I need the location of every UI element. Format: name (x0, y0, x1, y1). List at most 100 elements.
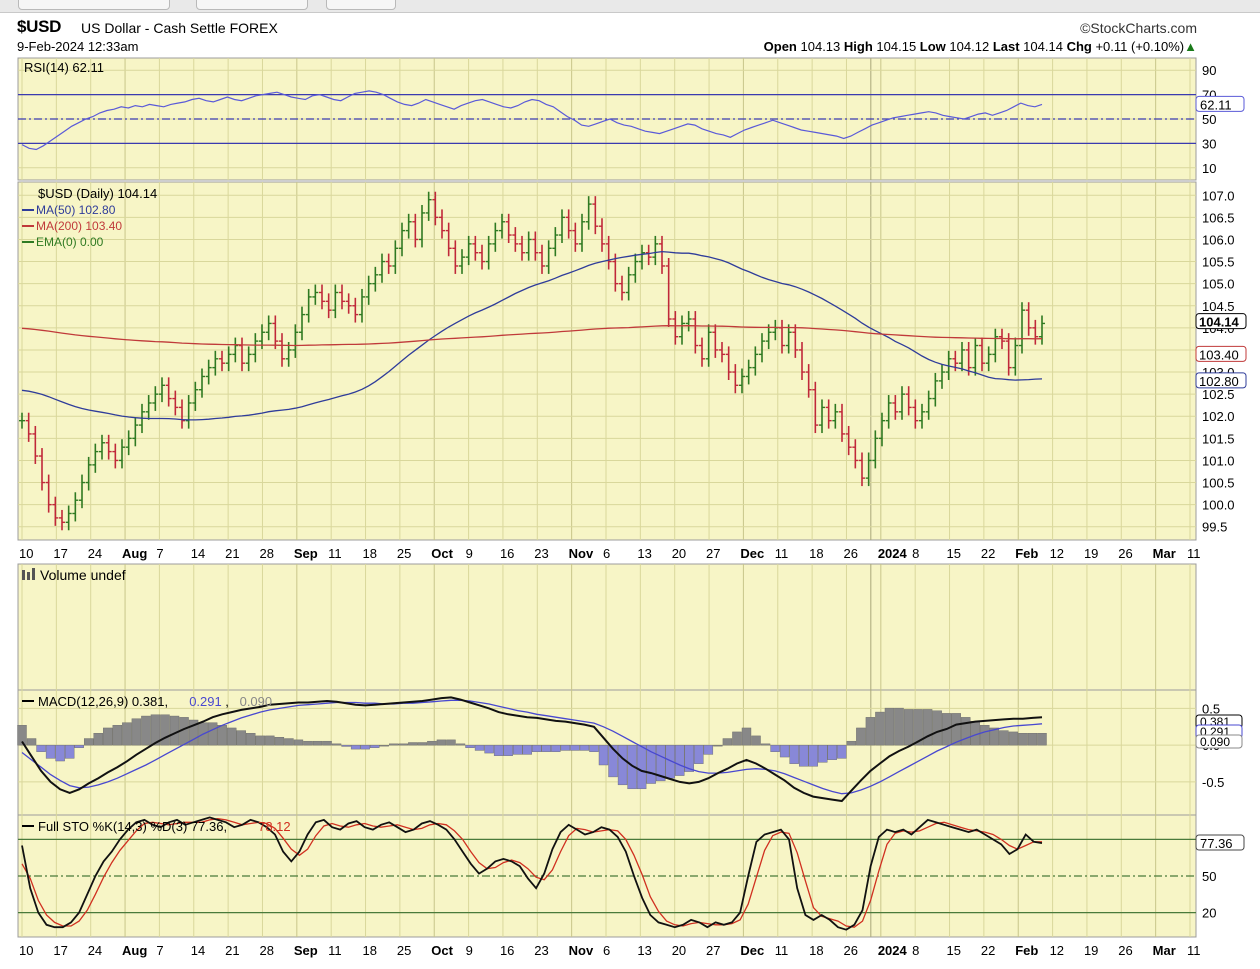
macd-histogram-bar (436, 739, 447, 746)
toolbar-field[interactable] (326, 0, 396, 10)
date-axis-label: Nov (569, 943, 594, 958)
date-axis-label: 11 (328, 943, 342, 958)
last-value: 104.14 (1023, 39, 1063, 54)
macd-histogram-bar (903, 709, 914, 746)
macd-histogram-bar (722, 738, 733, 746)
macd-histogram-bar (522, 744, 532, 755)
toolbar-field[interactable] (18, 0, 170, 10)
date-axis-label: 21 (225, 546, 239, 561)
price-legend-item: EMA(0) 0.00 (36, 235, 104, 249)
toolbar-field[interactable] (196, 0, 308, 10)
date-axis-label: 26 (843, 546, 857, 561)
macd-histogram-bar (760, 743, 771, 746)
browser-toolbar (0, 0, 1260, 13)
date-axis-label: 7 (156, 546, 163, 561)
macd-histogram-bar (312, 740, 323, 746)
price-axis-tick: 102.5 (1202, 387, 1235, 402)
macd-histogram-bar (474, 744, 485, 751)
macd-histogram-bar (675, 744, 685, 776)
rsi-value-label: 62.11 (1200, 97, 1232, 112)
date-axis-label: 18 (363, 546, 377, 561)
macd-histogram-bar (265, 735, 275, 746)
date-axis-label: Aug (122, 943, 147, 958)
date-axis-label: 26 (843, 943, 857, 958)
price-axis-tick: 104.5 (1202, 299, 1235, 314)
macd-axis-tick: -0.5 (1202, 775, 1224, 790)
macd-histogram-bar (93, 733, 103, 746)
macd-histogram-bar (446, 739, 456, 746)
macd-histogram-bar (1037, 733, 1047, 746)
macd-histogram-bar (408, 742, 418, 746)
macd-histogram-bar (55, 744, 65, 762)
macd-histogram-bar (427, 740, 437, 746)
date-axis-label: 6 (603, 546, 610, 561)
rsi-axis-tick: 50 (1202, 112, 1216, 127)
sto-legend-part: 78.12 (258, 819, 291, 834)
change-up-arrow-icon: ▲ (1184, 39, 1197, 54)
date-axis-label: 11 (328, 546, 342, 561)
price-axis-tick: 105.0 (1202, 277, 1235, 292)
price-axis-tick: 100.0 (1202, 498, 1235, 513)
date-axis-label: 10 (19, 943, 33, 958)
date-axis-label: 24 (88, 943, 102, 958)
macd-histogram-bar (608, 744, 618, 778)
macd-histogram-bar (84, 738, 94, 746)
high-value: 104.15 (876, 39, 917, 54)
macd-histogram-bar (503, 744, 513, 756)
date-axis-label: 12 (1050, 943, 1064, 958)
macd-histogram-bar (255, 735, 266, 746)
sto-k-line (21, 816, 1043, 931)
date-axis-label: Feb (1015, 546, 1038, 561)
price-legend-item: MA(200) 103.40 (36, 219, 122, 233)
date-axis-label: 18 (809, 546, 823, 561)
ma50-line (21, 250, 1043, 421)
macd-histogram-bar (751, 735, 761, 746)
date-axis-label: 13 (637, 546, 651, 561)
macd-histogram-bar (236, 730, 246, 746)
macd-histogram-bar (1008, 731, 1019, 746)
macd-histogram-bar (17, 725, 27, 746)
macd-histogram-bar (360, 744, 370, 750)
macd-histogram-bar (341, 744, 351, 747)
sto-axis-tick: 50 (1202, 869, 1216, 884)
macd-histogram-bar (122, 722, 132, 746)
macd-histogram-bar (560, 744, 571, 751)
macd-histogram-bar (532, 744, 542, 752)
volume-icon (27, 572, 30, 580)
date-axis-label: 22 (981, 943, 995, 958)
macd-histogram-bar (398, 743, 409, 746)
date-axis-label: Feb (1015, 943, 1038, 958)
sto-value-tag (1195, 834, 1245, 851)
date-axis-label: 28 (259, 943, 273, 958)
macd-histogram-bar (779, 744, 790, 758)
price-axis-tick: 107.0 (1202, 188, 1235, 203)
macd-line (21, 696, 1043, 803)
rsi-axis-tick: 30 (1202, 136, 1216, 151)
price-legend-item: MA(50) 102.80 (36, 203, 116, 217)
macd-histogram-bar (837, 744, 847, 759)
price-value-label: 104.14 (1199, 315, 1240, 330)
date-axis-label: 23 (534, 943, 548, 958)
macd-histogram-bar (875, 711, 885, 746)
macd-histogram-bar (493, 744, 504, 756)
date-axis-label: 15 (947, 943, 961, 958)
macd-histogram-bar (370, 744, 380, 748)
macd-histogram-bar (617, 744, 628, 786)
ma200-line (21, 325, 1043, 347)
rsi-axis-tick: 90 (1202, 63, 1216, 78)
macd-histogram-bar (131, 718, 142, 746)
date-axis-label: 26 (1118, 546, 1132, 561)
price-panel-bg (17, 181, 1197, 541)
macd-histogram-bar (455, 743, 466, 746)
macd-histogram-bar (570, 744, 580, 751)
date-axis-label: 20 (672, 546, 686, 561)
chart-header: $USD US Dollar - Cash Settle FOREX 9-Feb… (17, 17, 1197, 57)
price-axis-tick: 106.0 (1202, 232, 1235, 247)
sto-legend-part: Full STO %K(14,3) %D(3) 77.36, (38, 819, 227, 834)
macd-histogram-bar (798, 744, 809, 767)
macd-histogram-bar (932, 710, 942, 746)
macd-histogram-bar (274, 737, 285, 746)
date-axis-label: 7 (156, 943, 163, 958)
price-axis-tick: 101.5 (1202, 431, 1235, 446)
date-axis-label: Dec (740, 546, 764, 561)
